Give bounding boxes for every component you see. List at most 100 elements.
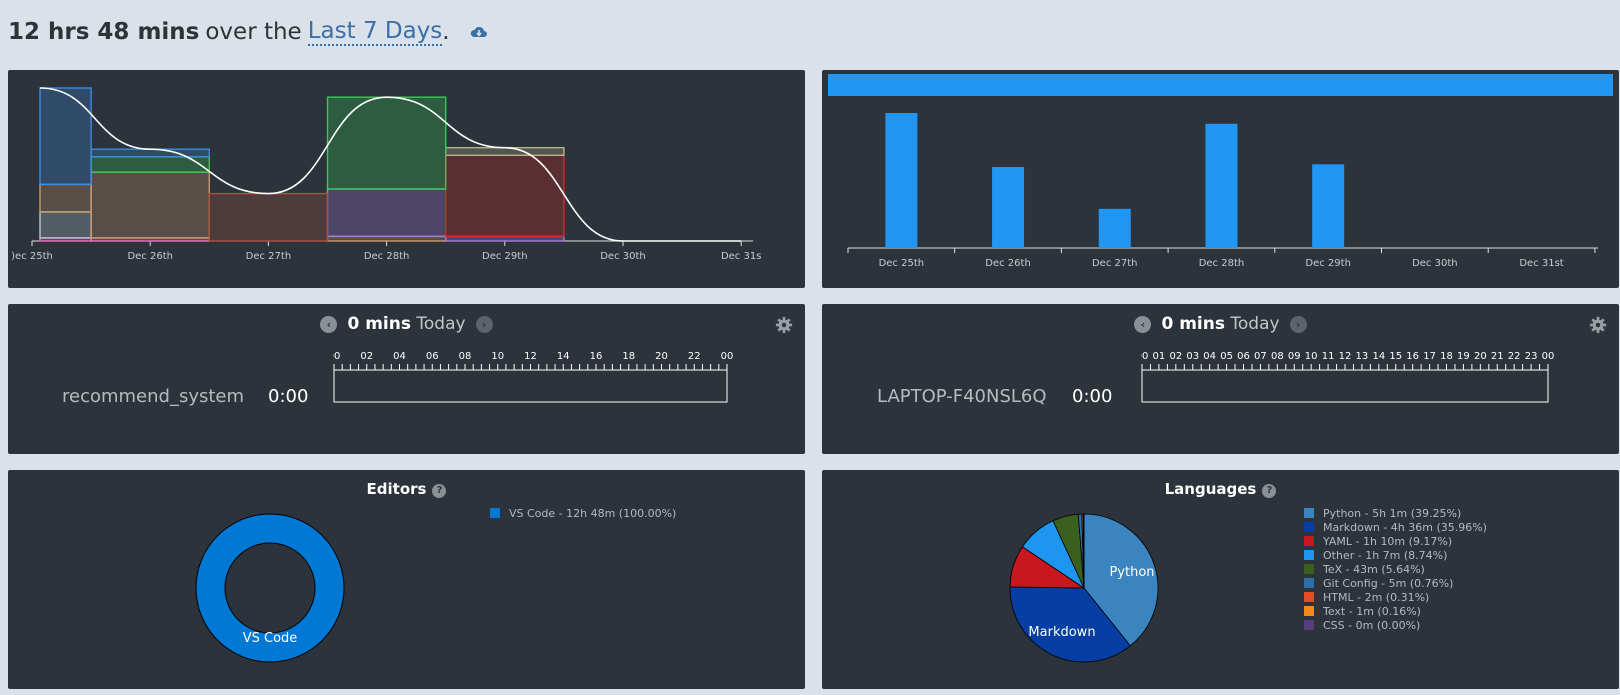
chevron-right-icon[interactable]: › — [1289, 315, 1307, 333]
hour-label: 07 — [1254, 351, 1267, 362]
hour-label: 13 — [1356, 351, 1369, 362]
gear-icon[interactable] — [1589, 316, 1607, 334]
legend-item[interactable]: YAML - 1h 10m (9.17%) — [1304, 534, 1487, 548]
legend-item[interactable]: Markdown - 4h 36m (35.96%) — [1304, 520, 1487, 534]
legend-swatch — [1304, 606, 1314, 616]
hour-label: 02 — [360, 351, 373, 362]
editors-title: Editors? — [8, 480, 805, 498]
legend-swatch — [1304, 592, 1314, 602]
pie-slice — [1082, 513, 1085, 589]
hour-label: 05 — [1220, 351, 1233, 362]
legend-item[interactable]: VS Code - 12h 48m (100.00%) — [490, 506, 676, 520]
project-name[interactable]: recommend_system — [62, 386, 245, 407]
area-segment — [90, 171, 210, 239]
machine-name[interactable]: LAPTOP-F40NSL6Q — [877, 386, 1047, 407]
slice-label: Markdown — [1028, 625, 1095, 640]
legend-item[interactable]: CSS - 0m (0.00%) — [1304, 618, 1487, 632]
header-period: . — [442, 19, 450, 45]
languages-pie-chart: Python Markdown — [1009, 513, 1159, 663]
hour-label: 04 — [1203, 351, 1216, 362]
hour-label: 20 — [655, 351, 668, 362]
pie-slice — [1083, 513, 1159, 647]
x-tick-label: Dec 30th — [600, 251, 646, 262]
bar — [1205, 123, 1238, 248]
x-tick-label: Dec 26th — [127, 251, 173, 262]
hour-label: 16 — [1406, 351, 1419, 362]
hour-label: 04 — [393, 351, 406, 362]
bar — [1098, 208, 1131, 248]
machine-timeline-day: Today — [1230, 314, 1280, 334]
x-tick-label: Dec 26th — [985, 258, 1031, 269]
x-tick-label: Dec 28th — [364, 251, 410, 262]
hour-label: 18 — [1440, 351, 1453, 362]
projects-area-chart-panel: )ec 25th Dec 26th Dec 27th Dec 28th Dec 29th… — [8, 70, 805, 288]
legend-label: Git Config - 5m (0.76%) — [1323, 576, 1454, 590]
area-segment — [90, 148, 210, 158]
legend-item[interactable]: Other - 1h 7m (8.74%) — [1304, 548, 1487, 562]
hour-label: 14 — [1372, 351, 1385, 362]
hour-label: 20 — [1474, 351, 1487, 362]
x-tick-label: Dec 27th — [246, 251, 292, 262]
project-time: 0:00 — [268, 386, 309, 407]
legend-item[interactable]: Python - 5h 1m (39.25%) — [1304, 506, 1487, 520]
hour-label: 15 — [1389, 351, 1402, 362]
hour-label: 21 — [1491, 351, 1504, 362]
daily-bar-chart-panel: Dec 25th Dec 26th Dec 27th Dec 28th Dec 29th… — [822, 70, 1619, 288]
hour-label: 16 — [590, 351, 603, 362]
legend-swatch — [1304, 536, 1314, 546]
legend-swatch — [1304, 508, 1314, 518]
hour-label: 03 — [1186, 351, 1199, 362]
slice-label: VS Code — [243, 631, 298, 646]
project-timeline-panel: ‹ 0 mins Today › recommend_system 0:00 0… — [8, 304, 805, 454]
summary-header: 12 hrs 48 mins over the Last 7 Days. — [8, 14, 488, 50]
machine-timeline-total: 0 mins — [1161, 314, 1225, 334]
hour-label: 22 — [688, 351, 701, 362]
cloud-download-icon[interactable] — [470, 25, 488, 39]
legend-swatch — [490, 508, 500, 518]
legend-label: Python - 5h 1m (39.25%) — [1323, 506, 1462, 520]
timeline-box — [333, 369, 728, 403]
hour-label: 22 — [1508, 351, 1521, 362]
legend-label: Other - 1h 7m (8.74%) — [1323, 548, 1448, 562]
bar — [1312, 164, 1345, 248]
pie-slice — [1009, 586, 1131, 663]
daily-bar-chart: Dec 25th Dec 26th Dec 27th Dec 28th Dec 29th… — [828, 74, 1613, 269]
languages-legend: Python - 5h 1m (39.25%) Markdown - 4h 36m… — [1304, 506, 1487, 632]
hour-label: 18 — [622, 351, 635, 362]
editors-donut-chart: VS Code — [195, 513, 345, 663]
slice-label: Python — [1109, 565, 1154, 580]
machine-time: 0:00 — [1072, 386, 1113, 407]
range-selector[interactable]: Last 7 Days — [307, 18, 443, 46]
total-time: 12 hrs 48 mins — [8, 19, 200, 45]
legend-swatch — [1304, 620, 1314, 630]
legend-item[interactable]: TeX - 43m (5.64%) — [1304, 562, 1487, 576]
donut-hole — [224, 542, 316, 634]
area-segment — [39, 87, 92, 186]
chevron-left-icon[interactable]: ‹ — [320, 315, 338, 333]
legend-item[interactable]: Text - 1m (0.16%) — [1304, 604, 1487, 618]
hour-label: 08 — [459, 351, 472, 362]
area-segment — [39, 183, 92, 213]
hour-label: 10 — [1305, 351, 1318, 362]
x-tick-label: Dec 25th — [879, 258, 925, 269]
legend-item[interactable]: Git Config - 5m (0.76%) — [1304, 576, 1487, 590]
timeline-total: 0 mins — [347, 314, 411, 334]
hour-label: 19 — [1457, 351, 1470, 362]
legend-swatch — [1304, 564, 1314, 574]
x-tick-label: )ec 25th — [11, 251, 53, 262]
question-icon[interactable]: ? — [1262, 484, 1277, 498]
editors-title-text: Editors — [366, 480, 427, 498]
legend-item[interactable]: HTML - 2m (0.31%) — [1304, 590, 1487, 604]
chevron-left-icon[interactable]: ‹ — [1134, 315, 1152, 333]
languages-title-text: Languages — [1164, 480, 1257, 498]
question-icon[interactable]: ? — [432, 484, 447, 498]
legend-label: VS Code - 12h 48m (100.00%) — [509, 506, 677, 520]
over-the-text: over the — [205, 19, 302, 45]
gear-icon[interactable] — [775, 316, 793, 334]
x-tick-label: Dec 27th — [1092, 258, 1138, 269]
x-tick-label: Dec 31st — [1519, 258, 1563, 269]
hour-label: 06 — [426, 351, 439, 362]
timeline-day: Today — [416, 314, 466, 334]
chevron-right-icon[interactable]: › — [475, 315, 493, 333]
languages-title: Languages? — [822, 480, 1619, 498]
